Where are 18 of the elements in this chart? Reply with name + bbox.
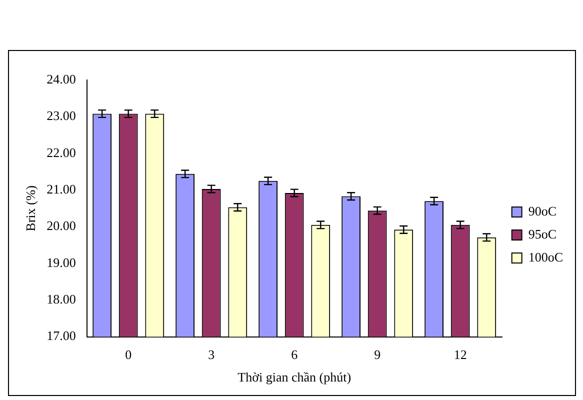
legend-label: 95oC [528, 226, 556, 242]
y-tick-label: 17.00 [46, 328, 76, 344]
x-tick-label: 0 [125, 347, 132, 362]
x-axis-title: Thời gian chần (phút) [238, 370, 352, 385]
y-tick-label: 21.00 [46, 181, 76, 196]
legend-label: 90oC [528, 203, 556, 218]
x-tick-label: 12 [454, 347, 467, 362]
y-tick-label: 24.00 [46, 71, 76, 86]
legend-label: 100oC [528, 249, 563, 264]
y-tick-label: 22.00 [46, 144, 76, 160]
y-tick-label: 23.00 [46, 108, 76, 124]
x-tick-label: 3 [208, 347, 215, 362]
y-tick-label: 19.00 [46, 254, 76, 270]
y-tick-label: 20.00 [46, 218, 76, 234]
y-axis-title: Brix (%) [23, 185, 38, 232]
x-tick-label: 6 [291, 347, 298, 362]
x-tick-label: 9 [374, 347, 381, 362]
y-tick-label: 18.00 [46, 292, 76, 307]
